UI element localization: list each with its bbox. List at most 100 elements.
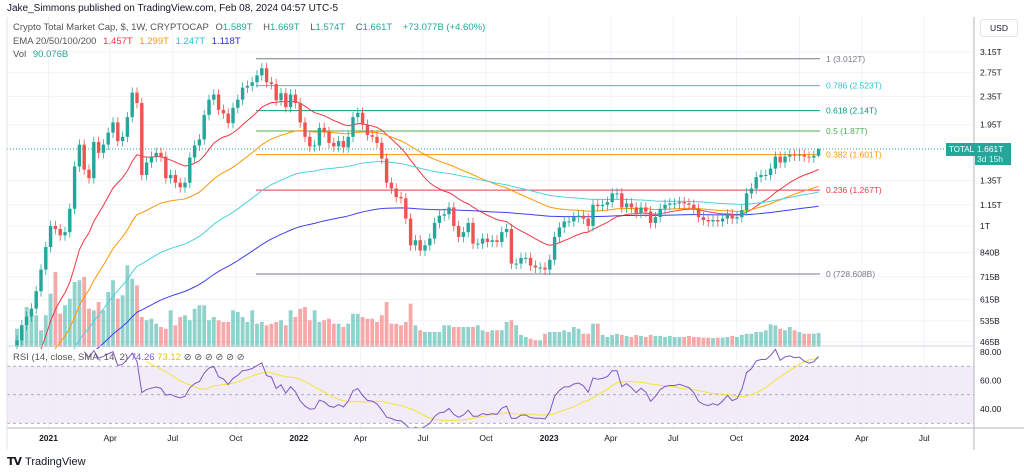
candle-body — [202, 114, 206, 140]
volume-bar — [202, 305, 207, 347]
volume-bar — [754, 332, 759, 347]
volume-bar — [231, 310, 235, 347]
volume-bar — [648, 334, 653, 347]
candle-body — [764, 174, 768, 176]
volume-bar — [432, 332, 437, 347]
vol-value: 90.076B — [32, 49, 69, 60]
candle-body — [394, 188, 398, 198]
price-tick-label: 1.35T — [980, 175, 1002, 185]
symbol-name[interactable]: Crypto Total Market Cap, $, 1W, CRYPTOCA… — [13, 22, 209, 33]
candle-body — [293, 94, 298, 104]
candle-body — [34, 291, 38, 309]
volume-bar — [394, 323, 399, 347]
volume-bar — [207, 320, 211, 347]
price-tick-label: 615B — [980, 295, 1000, 305]
volume-bar — [643, 337, 648, 347]
fib-level-label: 0.618 (2.14T) — [826, 106, 877, 116]
price-tick-label: 3.15T — [980, 47, 1002, 57]
low-label: L — [310, 22, 316, 33]
candle-body — [288, 94, 293, 108]
candle-body — [759, 174, 763, 178]
currency-button[interactable]: USD — [980, 19, 1018, 37]
volume-bars — [15, 265, 821, 347]
candle-body — [514, 263, 518, 265]
time-tick-label: 2023 — [540, 433, 559, 443]
candle-body — [744, 193, 749, 211]
volume-bar — [360, 317, 365, 347]
hidden-value-icon: ⊘ — [215, 352, 224, 363]
candle-body — [581, 215, 586, 219]
candle-body — [418, 240, 422, 251]
price-tick-label: 2.75T — [980, 68, 1002, 78]
volume-bar — [101, 310, 106, 347]
volume-bar — [730, 335, 735, 347]
volume-bar — [619, 334, 624, 347]
candle-body — [231, 107, 235, 124]
volume-bar — [341, 327, 346, 347]
volume-bar — [322, 320, 327, 347]
volume-bar — [466, 327, 471, 347]
candle-body — [53, 225, 58, 230]
price-tick-label: 840B — [980, 247, 1000, 257]
hidden-value-icon: ⊘ — [194, 352, 203, 363]
candle-body — [812, 155, 816, 158]
volume-bar — [384, 302, 389, 347]
volume-bar — [783, 330, 787, 347]
volume-bar — [567, 332, 571, 347]
fibonacci-retracement[interactable]: 1 (3.012T) 0.786 (2.523T) 0.618 (2.14T) 0.5… — [256, 54, 882, 279]
publisher-line: Jake_Simmons published on TradingView.co… — [7, 3, 339, 14]
candle-body — [624, 203, 629, 208]
volume-bar — [427, 332, 432, 347]
candle-body — [692, 204, 696, 209]
candle-body — [663, 204, 667, 209]
candle-body — [653, 217, 658, 223]
candle-body — [677, 202, 682, 204]
candle-body — [730, 214, 734, 219]
candle-body — [644, 207, 648, 212]
volume-bar — [423, 332, 427, 347]
ema-20-line — [40, 100, 819, 349]
candle-body — [797, 154, 802, 156]
candle-body — [639, 207, 643, 213]
tradingview-logo[interactable]: 𝗧𝗩 TradingView — [7, 455, 86, 469]
candle-body — [384, 158, 389, 183]
volume-bar — [571, 327, 576, 347]
volume-bar — [96, 302, 101, 347]
candle-body — [154, 152, 158, 157]
volume-bar — [106, 292, 111, 347]
volume-bar — [43, 315, 48, 347]
volume-bar — [663, 337, 667, 347]
volume-bar — [533, 340, 538, 347]
ema50-value: 1.299T — [139, 36, 169, 47]
volume-bar — [312, 310, 317, 347]
vol-label[interactable]: Vol — [13, 49, 27, 60]
candle-body — [524, 257, 528, 259]
price-tick-label: 2.35T — [980, 91, 1002, 101]
rsi-label[interactable]: RSI (14, close, SMA, 14, 2) — [13, 352, 129, 363]
candle-body — [778, 156, 782, 163]
ema-label[interactable]: EMA 20/50/100/200 — [13, 36, 97, 47]
ema-lines — [40, 100, 819, 349]
volume-bar — [279, 320, 283, 347]
candle-body — [245, 85, 250, 88]
rsi-lines — [83, 348, 819, 428]
volume-bar — [653, 335, 658, 347]
candle-body — [341, 141, 346, 148]
volume-bar — [471, 327, 475, 347]
volume-bar — [475, 325, 480, 347]
candle-body — [452, 207, 456, 226]
time-tick-label: Apr — [855, 433, 868, 443]
candle-body — [788, 154, 792, 157]
volume-bar — [173, 325, 178, 347]
candle-body — [236, 99, 240, 108]
candle-body — [72, 166, 77, 209]
volume-bar — [351, 313, 355, 347]
close-value: 1.661T — [362, 22, 393, 33]
time-tick-label: Jul — [167, 433, 178, 443]
candle-body — [389, 182, 394, 189]
candle-body — [447, 207, 451, 215]
candle-body — [768, 168, 773, 175]
candle-body — [116, 122, 120, 142]
hidden-value-icon: ⊘ — [236, 352, 245, 363]
